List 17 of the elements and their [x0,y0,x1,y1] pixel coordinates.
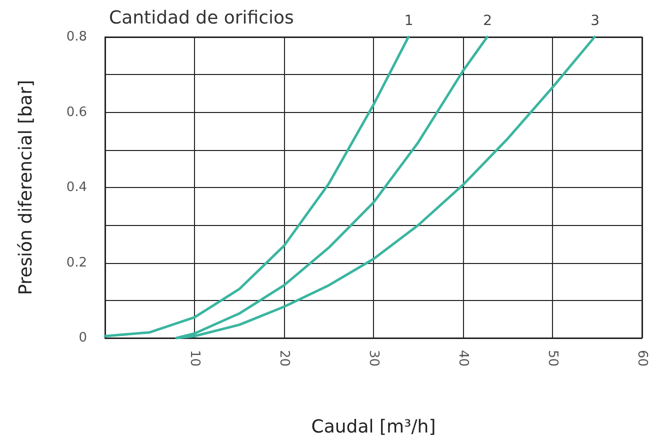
y-tick-label: 0.4 [66,180,87,195]
series-label: 3 [590,13,600,29]
y-tick-label: 0.2 [66,255,87,270]
x-tick-label: 60 [634,350,650,367]
x-tick-label: 40 [456,350,470,367]
y-axis-title: Presión diferencial [bar] [16,80,36,296]
x-tick-label: 50 [545,350,560,367]
y-tick-label: 0.8 [66,30,87,44]
y-tick-label: 0 [78,330,87,346]
x-tick-label: 30 [366,350,381,367]
series-label: 2 [483,13,492,29]
x-tick-label: 20 [276,350,292,367]
x-tick-label: 10 [187,350,202,367]
x-axis-title: Caudal [m³/h] [311,416,436,438]
series-label: 1 [404,13,414,29]
legend-title: Cantidad de orificios [109,8,294,28]
y-tick-label: 0.6 [66,104,87,120]
